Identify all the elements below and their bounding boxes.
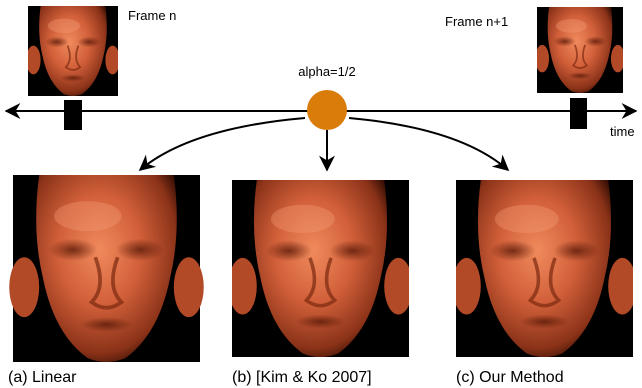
alpha-marker [307, 90, 347, 130]
caption: (c) Our Method [456, 369, 564, 386]
result-image [9, 175, 203, 362]
alpha-label: alpha=1/2 [298, 64, 355, 79]
frame-label: Frame n+1 [445, 14, 508, 29]
frame-n1-image [535, 7, 624, 93]
figure: Frame n Frame n+1 alpha=1/2 time (a) Lin… [0, 0, 642, 388]
frame-marker [570, 98, 587, 129]
arrow [349, 118, 508, 170]
frame-label: Frame n [128, 8, 176, 23]
axis-label: time [610, 124, 635, 139]
result-image [228, 180, 412, 357]
caption: (a) Linear [8, 369, 77, 386]
frame-marker [64, 100, 82, 130]
frame-n-image [26, 6, 120, 96]
caption: (b) [Kim & Ko 2007] [232, 369, 372, 386]
arrow [140, 118, 305, 170]
result-image [452, 180, 636, 357]
